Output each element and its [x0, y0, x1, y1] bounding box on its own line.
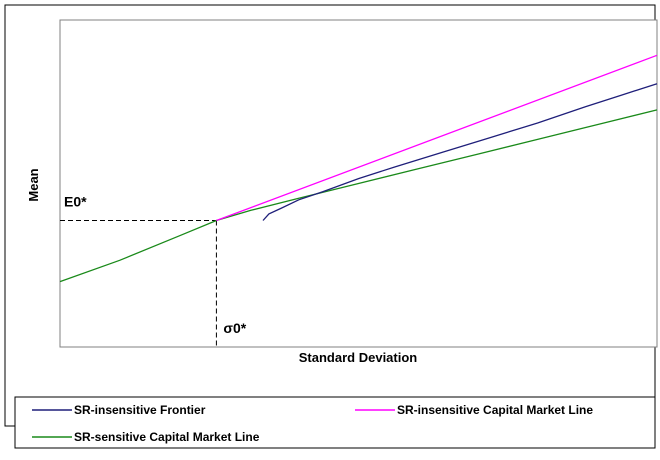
legend-item-frontier-label: SR-insensitive Frontier — [74, 403, 206, 417]
sr-insensitive-cml-line — [216, 54, 658, 222]
legend: SR-insensitive Frontier SR-insensitive Ca… — [32, 403, 593, 444]
legend-item-sr-insensitive-cml-label: SR-insensitive Capital Market Line — [397, 403, 593, 417]
sr-sensitive-cml-line — [59, 109, 658, 283]
y-axis-label: Mean — [26, 168, 41, 201]
sigma0-annotation: σ0* — [223, 320, 246, 336]
plot-content: E0* σ0* — [59, 54, 658, 347]
x-axis-label: Standard Deviation — [299, 350, 418, 365]
e0-annotation: E0* — [64, 193, 87, 209]
legend-box — [14, 396, 656, 449]
legend-item-sr-sensitive-cml-label: SR-sensitive Capital Market Line — [74, 430, 260, 444]
frontier-line — [262, 83, 658, 221]
